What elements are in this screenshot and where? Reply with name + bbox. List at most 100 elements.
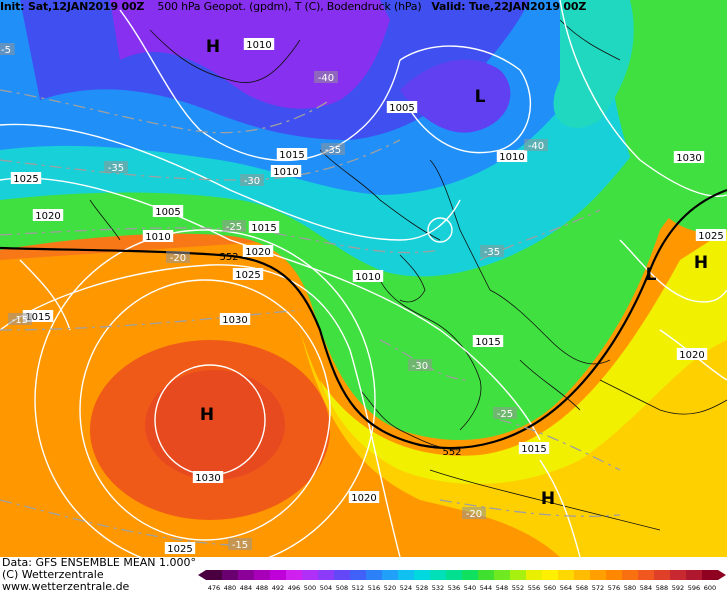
- svg-text:1015: 1015: [279, 150, 304, 161]
- legend-swatch: [238, 570, 254, 580]
- svg-text:1005: 1005: [155, 207, 180, 218]
- coastlines: [89, 19, 727, 531]
- svg-text:1010: 1010: [355, 272, 380, 283]
- legend-swatch: [366, 570, 382, 580]
- svg-text:1020: 1020: [245, 247, 270, 258]
- legend-value: 492: [272, 584, 284, 591]
- pressure-label: 1015: [248, 221, 280, 234]
- pressure-label: 1015: [472, 335, 504, 348]
- temperature-label: -35: [480, 245, 504, 258]
- legend-swatch: [558, 570, 574, 580]
- pressure-label: 1025: [695, 229, 727, 242]
- legend-swatch: [510, 570, 526, 580]
- svg-text:-30: -30: [244, 176, 260, 187]
- pressure-label: 1020: [32, 209, 64, 222]
- temperature-label: -30: [240, 174, 264, 187]
- svg-text:1030: 1030: [222, 315, 247, 326]
- legend-value: 528: [416, 584, 428, 591]
- website-link[interactable]: www.wetterzentrale.de: [2, 580, 130, 593]
- legend-value: 576: [608, 584, 620, 591]
- svg-text:1025: 1025: [167, 544, 192, 555]
- legend-swatch: [302, 570, 318, 580]
- svg-text:1025: 1025: [698, 231, 723, 242]
- legend-arrow-left: [198, 570, 206, 580]
- band-556: [320, 230, 727, 484]
- east-green: [600, 0, 727, 233]
- temperature-label: -20: [166, 251, 190, 264]
- legend-value: 572: [592, 584, 604, 591]
- low-pressure-center: L: [475, 87, 486, 107]
- legend-value: 496: [288, 584, 300, 591]
- svg-text:-15: -15: [12, 315, 28, 326]
- legend-swatch: [254, 570, 270, 580]
- svg-text:-30: -30: [412, 361, 428, 372]
- temperature-label: -5: [0, 43, 15, 56]
- svg-text:-5: -5: [1, 45, 11, 56]
- legend-value: 504: [320, 584, 332, 591]
- svg-text:-40: -40: [528, 141, 544, 152]
- legend-swatch: [318, 570, 334, 580]
- pressure-label: 1010: [352, 270, 384, 283]
- high-pressure-center: H: [694, 253, 708, 273]
- svg-text:552: 552: [442, 447, 461, 458]
- legend-swatch: [334, 570, 350, 580]
- svg-text:-25: -25: [226, 222, 242, 233]
- pressure-label: 1025: [10, 172, 42, 185]
- svg-text:-35: -35: [108, 163, 124, 174]
- low-pressure-center: L: [646, 265, 657, 285]
- svg-text:-35: -35: [484, 247, 500, 258]
- legend-swatch: [638, 570, 654, 580]
- temperature-label: -20: [462, 507, 486, 520]
- svg-text:1025: 1025: [235, 270, 260, 281]
- geopotential-label: 552: [442, 447, 461, 458]
- svg-text:1020: 1020: [351, 493, 376, 504]
- svg-text:1030: 1030: [195, 473, 220, 484]
- footer-credits: Data: GFS ENSEMBLE MEAN 1.000° (C) Wette…: [2, 557, 196, 593]
- legend-swatch: [526, 570, 542, 580]
- legend-value: 508: [336, 584, 348, 591]
- pressure-label: 1030: [673, 151, 705, 164]
- legend-value: 564: [560, 584, 572, 591]
- temperature-label: -25: [222, 220, 246, 233]
- svg-text:1025: 1025: [13, 174, 38, 185]
- pressure-label: 1020: [242, 245, 274, 258]
- legend-value: 560: [544, 584, 556, 591]
- band-560: [300, 300, 727, 557]
- pressure-label: 1020: [676, 348, 708, 361]
- pressure-label: 1015: [518, 442, 550, 455]
- svg-text:-25: -25: [497, 409, 513, 420]
- legend-value: 520: [384, 584, 396, 591]
- svg-text:1015: 1015: [521, 444, 546, 455]
- svg-text:1010: 1010: [499, 152, 524, 163]
- legend-value: 540: [464, 584, 476, 591]
- temperature-label: -25: [493, 407, 517, 420]
- svg-text:1015: 1015: [25, 312, 50, 323]
- legend-value: 552: [512, 584, 524, 591]
- svg-text:-35: -35: [325, 145, 341, 156]
- legend-value: 548: [496, 584, 508, 591]
- svg-text:1020: 1020: [679, 350, 704, 361]
- weather-map: 1010 1005 1010 1015 1010 1025 1020 1005 1010 1015…: [0, 0, 727, 557]
- legend-swatch: [286, 570, 302, 580]
- svg-text:1030: 1030: [676, 153, 701, 164]
- temperature-label: -15: [8, 313, 32, 326]
- map-canvas: 1010 1005 1010 1015 1010 1025 1020 1005 1010 1015…: [0, 0, 727, 557]
- legend-value: 476: [208, 584, 220, 591]
- svg-text:-15: -15: [232, 540, 248, 551]
- init-time: Init: Sat,12JAN2019 00Z: [0, 0, 145, 13]
- legend-swatch: [206, 570, 222, 580]
- legend-swatch: [414, 570, 430, 580]
- legend-swatch: [222, 570, 238, 580]
- legend-swatch: [542, 570, 558, 580]
- purple-core-2: [400, 59, 511, 133]
- high-pressure-center: H: [541, 489, 555, 509]
- svg-text:1015: 1015: [251, 223, 276, 234]
- legend-arrow-right: [718, 570, 726, 580]
- temperature-label: -15: [228, 538, 252, 551]
- legend-swatch: [430, 570, 446, 580]
- legend-swatch: [686, 570, 702, 580]
- pressure-label: 1030: [219, 313, 251, 326]
- legend-value: 484: [240, 584, 252, 591]
- pressure-label: 1025: [232, 268, 264, 281]
- legend-value: 480: [224, 584, 236, 591]
